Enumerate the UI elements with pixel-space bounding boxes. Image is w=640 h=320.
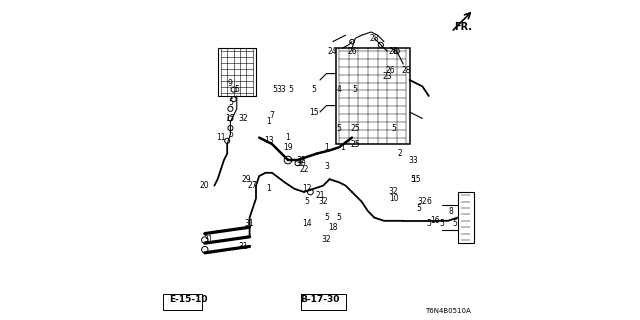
Text: 3: 3 [324, 162, 329, 171]
Text: 25: 25 [350, 140, 360, 148]
Text: 28: 28 [402, 66, 411, 75]
Text: 6: 6 [426, 197, 431, 206]
Text: 5: 5 [273, 85, 278, 94]
Text: 5: 5 [324, 213, 329, 222]
Text: 32: 32 [388, 188, 399, 196]
Text: B-17-30: B-17-30 [300, 295, 340, 304]
Text: 5: 5 [410, 175, 415, 184]
Text: E-15-10: E-15-10 [170, 295, 208, 304]
Text: 7: 7 [269, 111, 275, 120]
Text: 28: 28 [389, 47, 398, 56]
Text: 24: 24 [328, 47, 338, 56]
Text: 16: 16 [430, 216, 440, 225]
Text: 1: 1 [324, 143, 329, 152]
Text: 23: 23 [382, 72, 392, 81]
Text: 2: 2 [397, 149, 403, 158]
Text: 32: 32 [296, 156, 306, 164]
Text: T6N4B0510A: T6N4B0510A [425, 308, 470, 314]
Text: 5: 5 [228, 98, 233, 107]
Text: 5: 5 [426, 220, 431, 228]
Text: 5: 5 [391, 124, 396, 132]
Text: 32: 32 [318, 197, 328, 206]
Text: 17: 17 [225, 114, 236, 123]
Text: 32: 32 [417, 197, 428, 206]
Text: 10: 10 [388, 194, 399, 203]
Text: 22: 22 [300, 165, 308, 174]
Text: 5: 5 [289, 85, 294, 94]
Text: 5: 5 [417, 204, 422, 212]
Text: 12: 12 [303, 184, 312, 193]
Text: 15: 15 [308, 108, 319, 116]
Text: 29: 29 [241, 175, 252, 184]
Text: 18: 18 [328, 223, 337, 232]
Text: 15: 15 [411, 175, 421, 184]
Text: 5: 5 [353, 85, 358, 94]
Text: 20: 20 [200, 181, 210, 190]
Text: 5: 5 [234, 85, 239, 94]
Text: 21: 21 [316, 191, 324, 200]
Text: 1: 1 [266, 117, 271, 126]
Text: 25: 25 [350, 124, 360, 132]
Text: 5: 5 [452, 220, 457, 228]
Text: 11: 11 [216, 133, 225, 142]
Text: 5: 5 [305, 197, 310, 206]
Text: 26: 26 [347, 47, 357, 56]
Text: 32: 32 [321, 236, 332, 244]
Text: 1: 1 [266, 184, 271, 193]
Text: 31: 31 [203, 236, 213, 244]
Text: 5: 5 [337, 124, 342, 132]
Text: 31: 31 [238, 242, 248, 251]
Text: 27: 27 [248, 181, 258, 190]
Text: 33: 33 [276, 85, 287, 94]
Text: 14: 14 [302, 220, 312, 228]
Text: FR.: FR. [454, 22, 472, 32]
Text: 5: 5 [337, 213, 342, 222]
Text: 26: 26 [385, 66, 396, 75]
Text: 1: 1 [340, 143, 345, 152]
Text: 13: 13 [264, 136, 274, 145]
Text: 32: 32 [238, 114, 248, 123]
Text: 28: 28 [370, 34, 379, 43]
Text: 30: 30 [296, 159, 306, 168]
Text: 1: 1 [285, 133, 291, 142]
Text: 4: 4 [337, 85, 342, 94]
Text: 19: 19 [283, 143, 293, 152]
Text: 5: 5 [439, 220, 444, 228]
Text: 5: 5 [228, 130, 233, 139]
Text: 5: 5 [311, 85, 316, 94]
Text: 33: 33 [408, 156, 418, 164]
Text: 9: 9 [228, 79, 233, 88]
Text: 31: 31 [244, 220, 255, 228]
Text: 8: 8 [449, 207, 454, 216]
